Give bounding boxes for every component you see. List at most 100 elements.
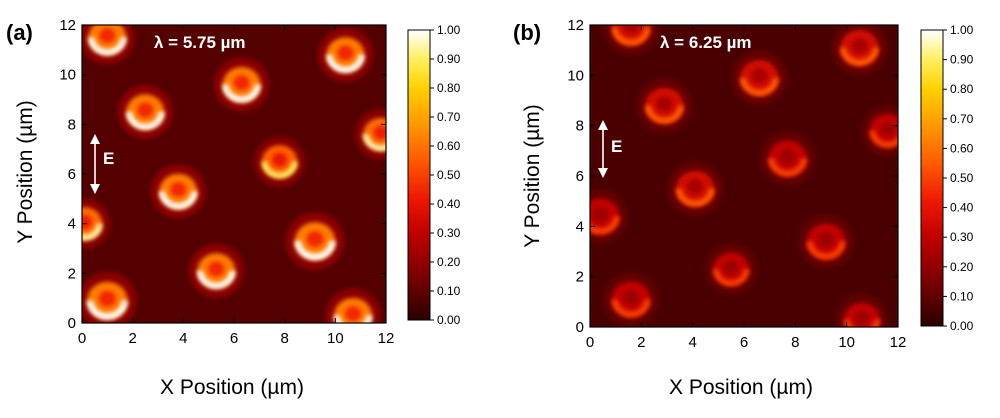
colorbar-tick-label: 0.80	[950, 82, 974, 96]
y-tick-label: 10	[567, 67, 584, 84]
wavelength-annotation: λ = 6.25 µm	[660, 33, 752, 52]
colorbar-tick-label: 0.20	[437, 255, 461, 269]
intensity-spot	[603, 25, 659, 55]
intensity-spot	[82, 198, 111, 249]
intensity-spot	[667, 161, 724, 216]
e-field-arrow-head-down	[90, 184, 100, 194]
colorbar-tick-label: 0.20	[950, 260, 974, 274]
intensity-spot	[603, 271, 659, 327]
x-tick-label: 6	[230, 330, 238, 347]
colorbar-tick-label: 0.90	[950, 53, 974, 67]
y-tick-label: 2	[68, 265, 76, 282]
intensity-spot	[82, 25, 135, 65]
y-tick-label: 6	[576, 168, 584, 185]
x-tick-label: 4	[688, 334, 696, 351]
colorbar-tick-label: 0.40	[950, 201, 974, 215]
colorbar-tick-label: 0.90	[437, 52, 461, 66]
panel-label: (a)	[6, 20, 33, 45]
colorbar-tick-label: 0.70	[950, 112, 974, 126]
intensity-spot	[317, 27, 374, 82]
heatmap-b	[590, 25, 898, 327]
x-tick-label: 10	[838, 334, 855, 351]
y-tick-label: 8	[68, 116, 76, 133]
y-axis-label: Y Position (µm)	[14, 100, 37, 244]
x-tick-label: 4	[179, 330, 187, 347]
x-tick-label: 6	[740, 334, 748, 351]
colorbar-tick-label: 0.30	[437, 226, 461, 240]
intensity-spot	[636, 78, 693, 133]
colorbar-tick-label: 0.10	[437, 284, 461, 298]
colorbar-tick-label: 0.40	[437, 197, 461, 211]
panel-label: (b)	[513, 20, 541, 45]
colorbar-gradient	[407, 29, 431, 321]
colorbar-tick-label: 0.00	[950, 319, 974, 333]
intensity-spot	[253, 136, 306, 187]
heatmap-a	[82, 25, 386, 323]
e-field-arrow	[598, 120, 608, 178]
y-tick-label: 12	[567, 17, 584, 34]
intensity-spot	[831, 25, 888, 76]
intensity-spot	[836, 293, 889, 327]
intensity-spot	[150, 164, 206, 219]
colorbar-tick-label: 1.00	[437, 23, 461, 37]
colorbar-tick-label: 0.80	[437, 81, 461, 95]
y-tick-label: 12	[59, 17, 76, 34]
x-tick-label: 8	[791, 334, 799, 351]
x-tick-label: 8	[280, 330, 288, 347]
x-axis-label: X Position (µm)	[160, 376, 304, 399]
intensity-spot	[861, 105, 898, 157]
e-field-arrow-head-up	[598, 120, 608, 130]
intensity-spot	[117, 84, 173, 139]
y-axis-label: Y Position (µm)	[521, 104, 544, 248]
intensity-spot	[705, 243, 758, 295]
e-field-arrow-head-up	[90, 134, 100, 144]
intensity-spot	[325, 288, 381, 323]
x-tick-label: 2	[128, 330, 136, 347]
x-tick-label: 12	[890, 334, 907, 351]
y-tick-label: 10	[59, 67, 76, 84]
colorbar-tick-label: 0.10	[950, 289, 974, 303]
colorbar-tick-label: 0.50	[950, 171, 974, 185]
e-field-arrow	[90, 134, 100, 194]
colorbar-b: 0.00 0.10 0.20 0.30 0.40 0.50 0.60 0.70 0.80 0.90…	[920, 23, 974, 333]
panel-b: (b) 0 2 4 6 8 10 12 0 2 4 6 8 10 12 λ = 6.25 µm E X P…	[513, 17, 974, 399]
x-tick-label: 12	[378, 330, 395, 347]
colorbar-tick-label: 0.60	[950, 141, 974, 155]
x-tick-label: 10	[327, 330, 344, 347]
y-tick-label: 0	[576, 319, 584, 336]
colorbar-gradient	[920, 29, 944, 327]
colorbar-tick-label: 0.50	[437, 168, 461, 182]
heatmap-plot-area	[590, 25, 898, 327]
axes-a: 0 2 4 6 8 10 12 0 2 4 6 8 10 12	[59, 17, 394, 347]
x-tick-label: 2	[637, 334, 645, 351]
intensity-spot	[590, 188, 629, 244]
colorbar-tick-label: 0.30	[950, 230, 974, 244]
y-tick-label: 0	[68, 315, 76, 332]
intensity-spot	[759, 131, 816, 186]
wavelength-annotation: λ = 5.75 µm	[154, 33, 246, 52]
x-tick-label: 0	[78, 330, 86, 347]
intensity-spot	[82, 271, 137, 323]
intensity-spot	[188, 243, 244, 298]
colorbar-tick-label: 0.60	[437, 139, 461, 153]
y-tick-label: 8	[576, 118, 584, 135]
intensity-spot	[798, 214, 855, 269]
x-axis-label: X Position (µm)	[669, 376, 813, 399]
e-field-label: E	[103, 149, 114, 168]
y-tick-label: 4	[576, 218, 584, 235]
e-field-label: E	[611, 137, 622, 156]
panel-a: (a) 0 2 4 6 8 10 12 0 2 4 6 8 10 12 λ = 5.75 µm E X P…	[6, 17, 461, 399]
intensity-spot	[285, 212, 345, 270]
x-tick-label: 0	[586, 334, 594, 351]
colorbar-tick-label: 1.00	[950, 23, 974, 37]
colorbar-tick-label: 0.70	[437, 110, 461, 124]
e-field-arrow-head-down	[598, 168, 608, 178]
heatmap-plot-area	[82, 25, 386, 323]
colorbar-a: 0.00 0.10 0.20 0.30 0.40 0.50 0.60 0.70 0.80 0.90…	[407, 23, 461, 327]
y-tick-label: 2	[576, 269, 584, 286]
intensity-spot	[355, 109, 386, 160]
intensity-spot	[214, 57, 270, 112]
intensity-spot	[731, 50, 788, 106]
